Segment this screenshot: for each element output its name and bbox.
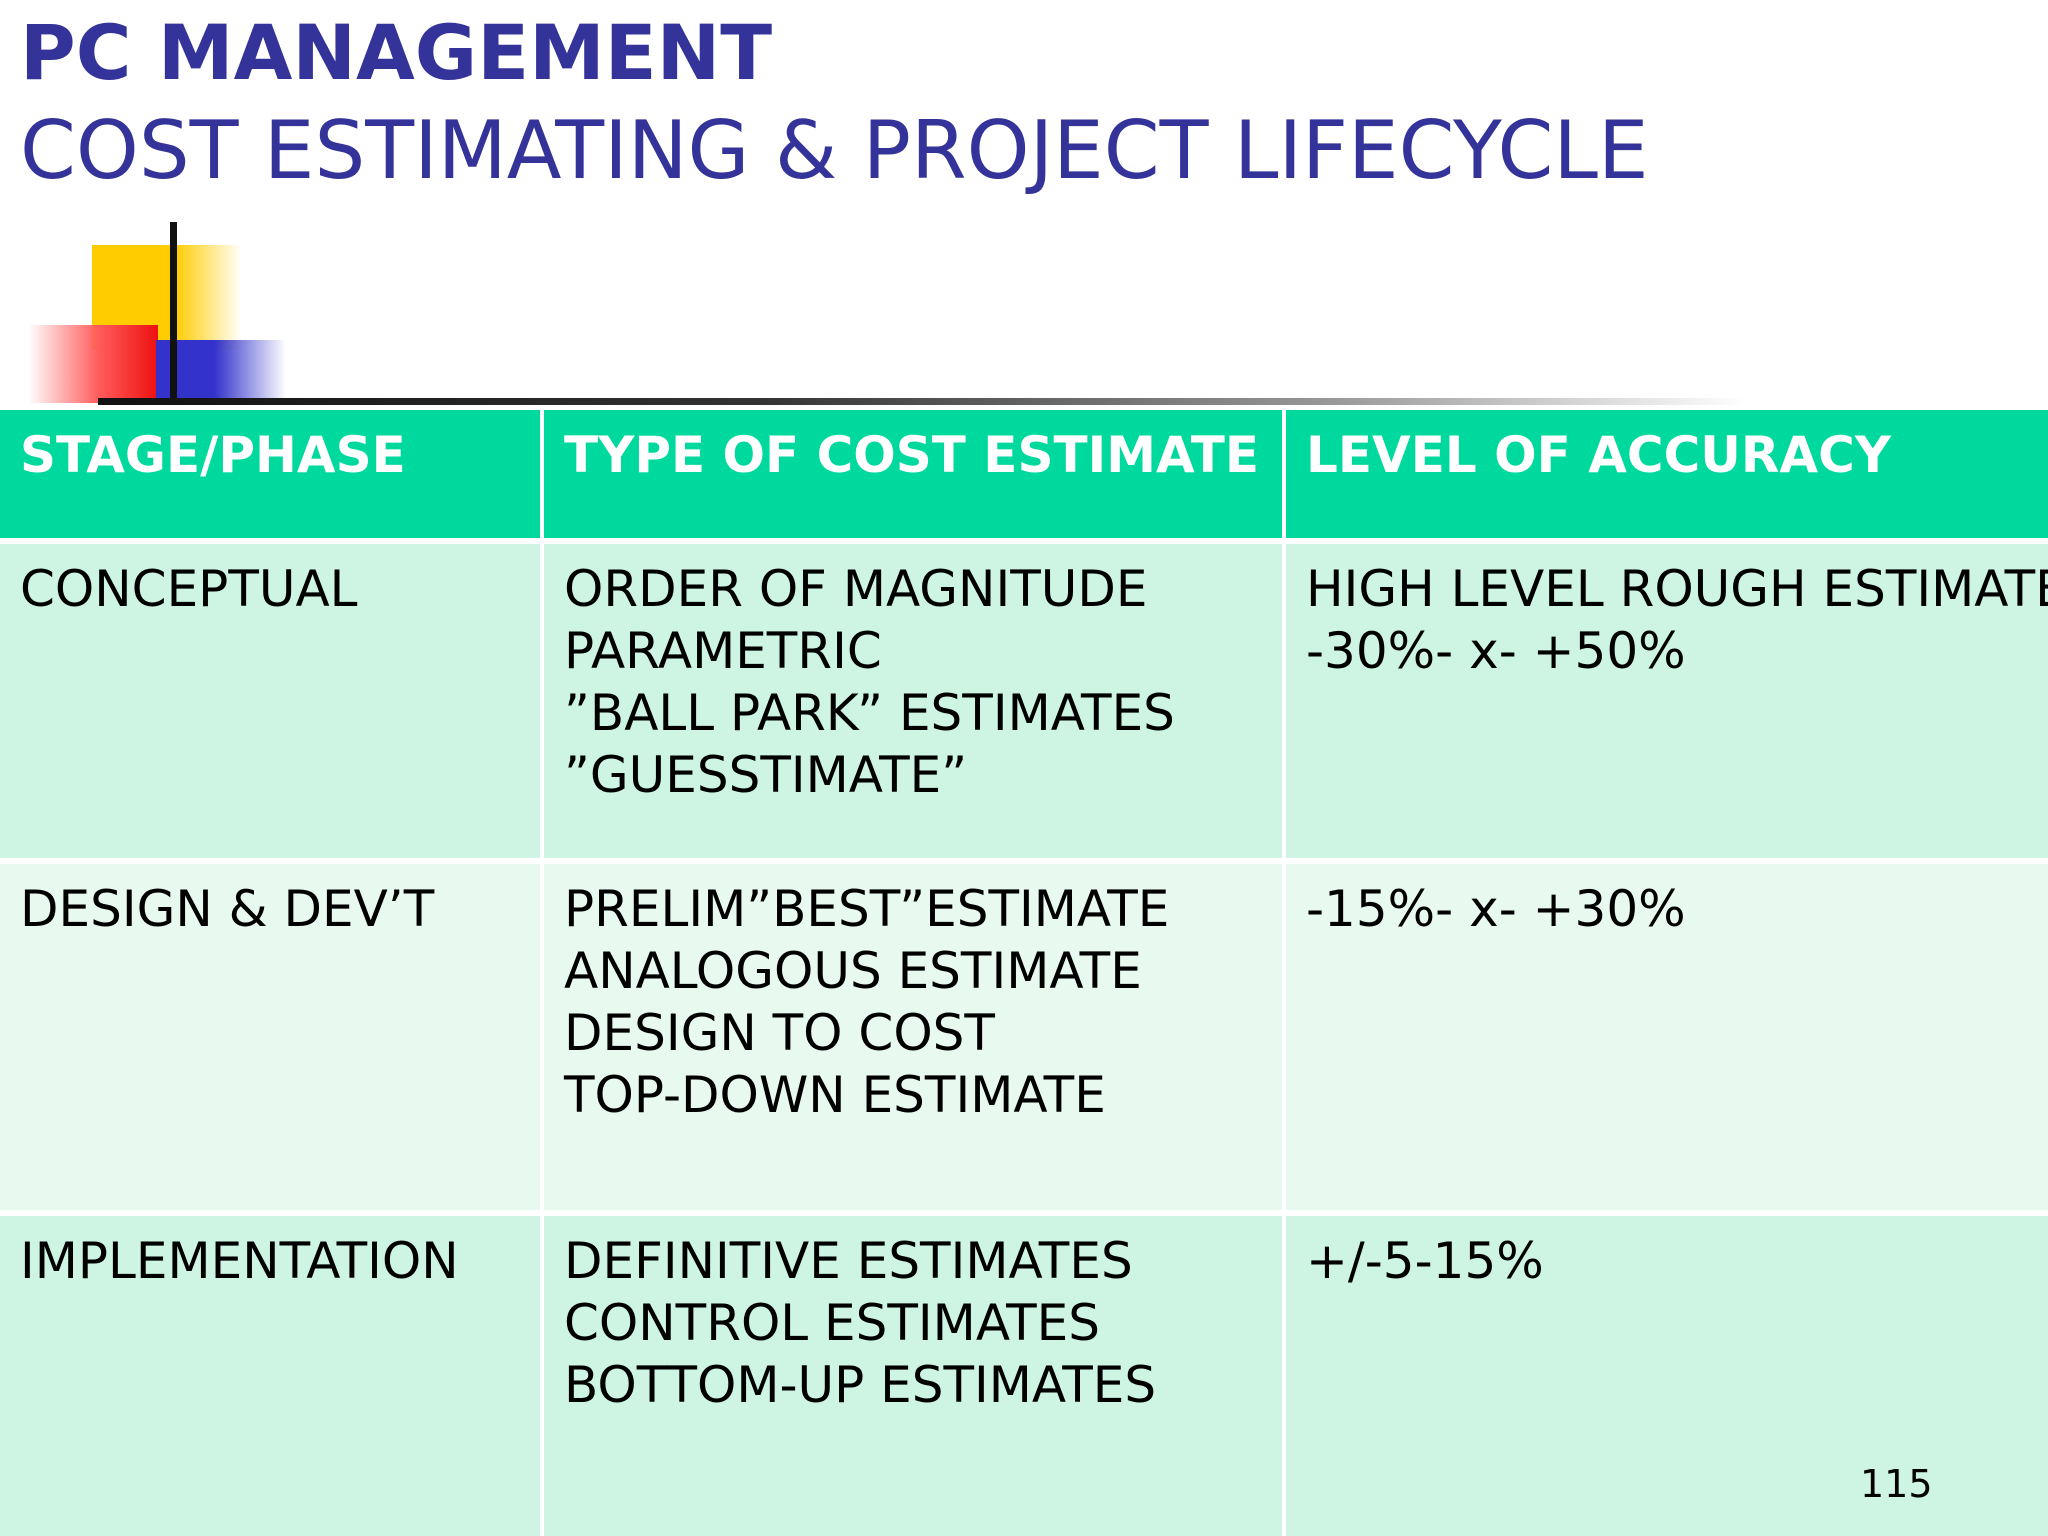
header-stage: STAGE/PHASE (0, 410, 540, 538)
type-line: ORDER OF MAGNITUDE (564, 560, 1148, 618)
type-cell: DEFINITIVE ESTIMATES CONTROL ESTIMATES B… (544, 1216, 1282, 1536)
accuracy-cell: -15%- x- +30% (1286, 864, 2048, 1210)
page-number: 115 (1860, 1462, 1933, 1506)
header-type: TYPE OF COST ESTIMATE (544, 410, 1282, 538)
type-line: DESIGN TO COST (564, 1004, 995, 1062)
logo-blue-square (156, 340, 286, 403)
type-line: CONTROL ESTIMATES (564, 1294, 1101, 1352)
logo-vertical-line (170, 222, 177, 405)
type-line: TOP-DOWN ESTIMATE (564, 1066, 1106, 1124)
accuracy-line: HIGH LEVEL ROUGH ESTIMATE (1306, 560, 2048, 618)
type-line: PRELIM”BEST”ESTIMATE (564, 880, 1170, 938)
slide-title: PC MANAGEMENT (20, 8, 773, 97)
table-header-row: STAGE/PHASE TYPE OF COST ESTIMATE LEVEL … (0, 410, 2048, 538)
estimate-table: STAGE/PHASE TYPE OF COST ESTIMATE LEVEL … (0, 410, 2048, 1536)
table-row: DESIGN & DEV’T PRELIM”BEST”ESTIMATE ANAL… (0, 864, 2048, 1210)
accuracy-cell: HIGH LEVEL ROUGH ESTIMATE -30%- x- +50% (1286, 544, 2048, 858)
logo-red-square (28, 325, 158, 403)
stage-cell: IMPLEMENTATION (0, 1216, 540, 1536)
table-row: CONCEPTUAL ORDER OF MAGNITUDE PARAMETRIC… (0, 544, 2048, 858)
type-line: DEFINITIVE ESTIMATES (564, 1232, 1133, 1290)
type-line: ANALOGOUS ESTIMATE (564, 942, 1142, 1000)
stage-cell: DESIGN & DEV’T (0, 864, 540, 1210)
stage-cell: CONCEPTUAL (0, 544, 540, 858)
table-row: IMPLEMENTATION DEFINITIVE ESTIMATES CONT… (0, 1216, 2048, 1536)
title-divider-line (98, 398, 1748, 405)
header-accuracy: LEVEL OF ACCURACY (1286, 410, 2048, 538)
type-cell: ORDER OF MAGNITUDE PARAMETRIC ”BALL PARK… (544, 544, 1282, 858)
accuracy-cell: +/-5-15% (1286, 1216, 2048, 1536)
type-line: PARAMETRIC (564, 622, 882, 680)
accuracy-line: +/-5-15% (1306, 1232, 1544, 1290)
type-line: ”BALL PARK” ESTIMATES (564, 684, 1175, 742)
type-line: ”GUESSTIMATE” (564, 746, 968, 804)
type-cell: PRELIM”BEST”ESTIMATE ANALOGOUS ESTIMATE … (544, 864, 1282, 1210)
accuracy-line: -15%- x- +30% (1306, 880, 1686, 938)
slide-subtitle: COST ESTIMATING & PROJECT LIFECYCLE (20, 104, 1649, 197)
type-line: BOTTOM-UP ESTIMATES (564, 1356, 1157, 1414)
accuracy-line: -30%- x- +50% (1306, 622, 1686, 680)
